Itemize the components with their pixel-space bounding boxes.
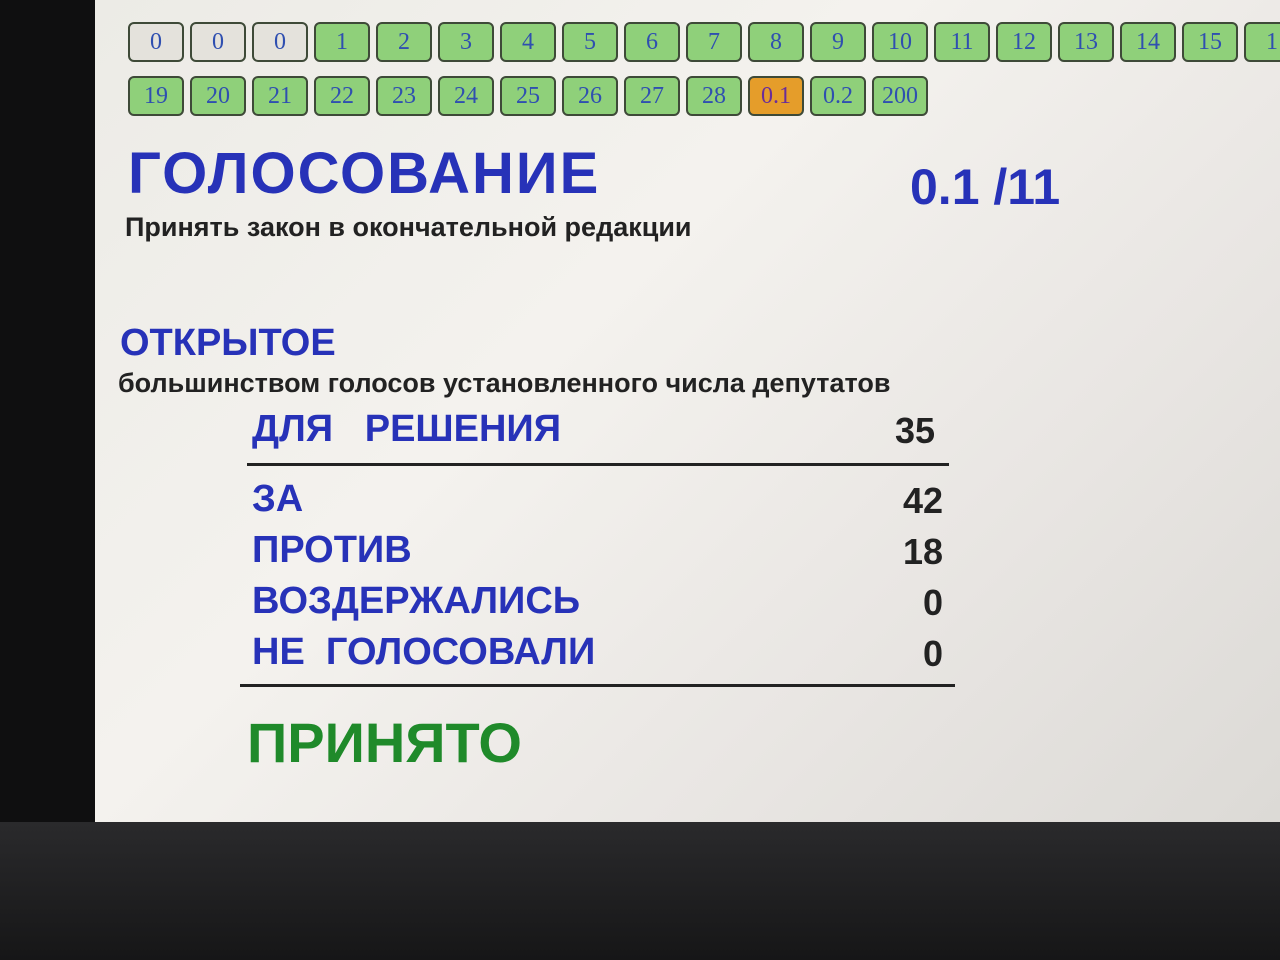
vote-outcome: ПРИНЯТО: [247, 711, 522, 774]
question-button[interactable]: 13: [1058, 22, 1114, 62]
question-button[interactable]: 9: [810, 22, 866, 62]
question-subtitle: Принять закон в окончательной редакции: [125, 212, 692, 242]
question-button[interactable]: 3: [438, 22, 494, 62]
question-button[interactable]: 25: [500, 76, 556, 116]
question-button[interactable]: 14: [1120, 22, 1176, 62]
required-value: 35: [895, 410, 936, 451]
question-button[interactable]: 22: [314, 76, 370, 116]
divider: [240, 684, 955, 687]
question-button[interactable]: 0: [252, 22, 308, 62]
result-label: ВОЗДЕРЖАЛИСЬ: [252, 580, 581, 622]
page-title: ГОЛОСОВАНИЕ: [128, 141, 601, 206]
question-button[interactable]: 12: [996, 22, 1052, 62]
question-counter: 0.1 /11: [910, 159, 1061, 215]
question-button[interactable]: 6: [624, 22, 680, 62]
result-value: 18: [902, 531, 943, 572]
result-label: НЕ ГОЛОСОВАЛИ: [252, 631, 596, 673]
question-button[interactable]: 27: [624, 76, 680, 116]
question-button[interactable]: 10: [872, 22, 928, 62]
question-button[interactable]: 0.1: [748, 76, 804, 116]
question-button[interactable]: 23: [376, 76, 432, 116]
monitor-bottom-bezel: [0, 822, 1280, 960]
question-button[interactable]: 5: [562, 22, 618, 62]
voting-screen: 0 0 0 1 2 3 4 5 6 7 8 9 10 11 12 13 14 15 1 19 20 21 22 23 24 25…: [95, 0, 1280, 822]
question-button[interactable]: 1: [314, 22, 370, 62]
question-button[interactable]: 15: [1182, 22, 1238, 62]
question-button[interactable]: 4: [500, 22, 556, 62]
question-button[interactable]: 0: [128, 22, 184, 62]
result-value: 42: [902, 480, 943, 521]
required-label: ДЛЯ РЕШЕНИЯ: [252, 408, 562, 450]
question-button[interactable]: 28: [686, 76, 742, 116]
question-button[interactable]: 21: [252, 76, 308, 116]
question-button[interactable]: 20: [190, 76, 246, 116]
divider: [247, 463, 949, 466]
question-button[interactable]: 8: [748, 22, 804, 62]
question-buttons-row-1: 0 0 0 1 2 3 4 5 6 7 8 9 10 11 12 13 14 15 1: [128, 22, 1280, 62]
question-button[interactable]: 7: [686, 22, 742, 62]
question-button[interactable]: 24: [438, 76, 494, 116]
question-button[interactable]: 11: [934, 22, 990, 62]
vote-rule: большинством голосов установленного числ…: [118, 368, 891, 398]
question-button[interactable]: 1: [1244, 22, 1280, 62]
monitor-bezel: [0, 0, 95, 960]
result-value: 0: [922, 633, 943, 674]
question-buttons-row-2: 19 20 21 22 23 24 25 26 27 28 0.1 0.2 200: [128, 76, 928, 116]
result-value: 0: [922, 582, 943, 623]
question-button[interactable]: 19: [128, 76, 184, 116]
vote-type: ОТКРЫТОЕ: [120, 322, 336, 364]
question-button[interactable]: 2: [376, 22, 432, 62]
question-button[interactable]: 26: [562, 76, 618, 116]
result-label: ЗА: [252, 478, 304, 520]
question-button[interactable]: 0: [190, 22, 246, 62]
question-button[interactable]: 200: [872, 76, 928, 116]
result-label: ПРОТИВ: [252, 529, 412, 571]
question-button[interactable]: 0.2: [810, 76, 866, 116]
